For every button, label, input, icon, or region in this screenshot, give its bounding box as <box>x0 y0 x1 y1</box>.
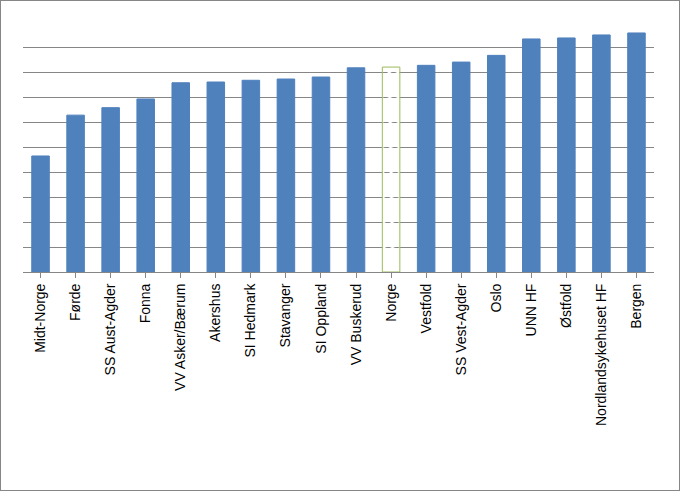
svg-text:Østfold: Østfold <box>558 284 574 328</box>
svg-text:SS Vest-Agder: SS Vest-Agder <box>453 283 469 375</box>
svg-text:Oslo: Oslo <box>488 283 504 312</box>
svg-text:Midt-Norge: Midt-Norge <box>32 283 48 352</box>
svg-text:Førde: Førde <box>67 283 83 321</box>
svg-text:Vestfold: Vestfold <box>418 284 434 334</box>
svg-text:VV Asker/Bærum: VV Asker/Bærum <box>172 284 188 391</box>
svg-text:SI Oppland: SI Oppland <box>313 284 329 354</box>
svg-text:Fonna: Fonna <box>137 283 153 323</box>
svg-text:Nordlandsykehuset HF: Nordlandsykehuset HF <box>593 284 609 426</box>
svg-text:Akershus: Akershus <box>207 284 223 342</box>
svg-text:SS Aust-Agder: SS Aust-Agder <box>102 283 118 375</box>
svg-text:SI Hedmark: SI Hedmark <box>242 283 258 358</box>
svg-text:Norge: Norge <box>383 283 399 321</box>
svg-text:VV Buskerud: VV Buskerud <box>348 284 364 366</box>
svg-text:UNN HF: UNN HF <box>523 284 539 337</box>
svg-text:Bergen: Bergen <box>628 284 644 329</box>
svg-text:Stavanger: Stavanger <box>277 283 293 347</box>
